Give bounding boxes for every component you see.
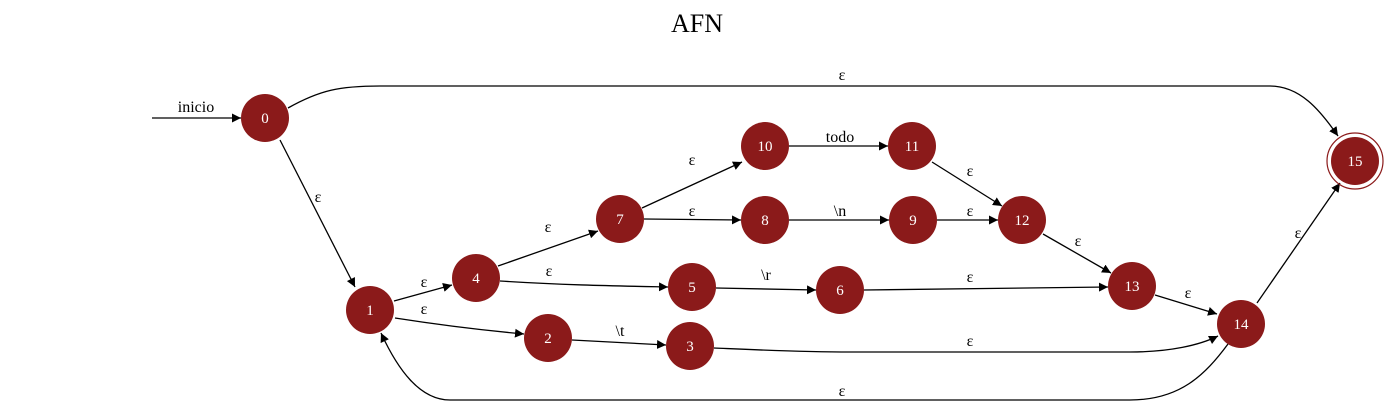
state-10: 10: [741, 122, 789, 170]
state-1: 1: [346, 286, 394, 334]
state-8: 8: [741, 196, 789, 244]
transition-label: ε: [315, 189, 322, 206]
transition-label: ε: [689, 203, 696, 220]
state-5: 5: [668, 263, 716, 311]
state-label: 1: [366, 303, 374, 319]
transition-14-to-15: [1256, 182, 1341, 304]
state-label: 4: [472, 271, 480, 287]
state-circle: [889, 196, 937, 244]
transition-1-to-4: [393, 283, 453, 302]
state-circle: [998, 196, 1046, 244]
state-circle: [741, 122, 789, 170]
state-11: 11: [888, 122, 936, 170]
state-label: 2: [544, 331, 552, 347]
transition-13-to-14: [1154, 294, 1218, 316]
state-circle: [1108, 262, 1156, 310]
state-label: 8: [761, 213, 769, 229]
transition-7-to-8: [643, 215, 742, 225]
state-label: 6: [836, 283, 844, 299]
transition-label: ε: [1185, 285, 1192, 302]
transition-label: ε: [1295, 225, 1302, 242]
transition-3-to-14: [713, 335, 1219, 353]
transition-label: ε: [839, 383, 846, 400]
state-label: 11: [905, 139, 919, 155]
transition-label: ε: [967, 333, 974, 350]
state-circle: [741, 196, 789, 244]
diagram-title: AFN: [671, 9, 723, 38]
accepting-ring: [1326, 132, 1384, 190]
state-9: 9: [889, 196, 937, 244]
state-circle: [1331, 137, 1379, 185]
state-label: 3: [686, 339, 694, 355]
transition-14-to-1: [380, 332, 1229, 401]
state-label: 14: [1234, 317, 1250, 333]
transition-label: todo: [826, 129, 854, 146]
state-circle: [452, 254, 500, 302]
transition-2-to-3: [571, 339, 667, 350]
transition-1-to-2: [394, 317, 525, 338]
transition-label: ε: [546, 263, 553, 280]
transition-7-to-10: [641, 161, 743, 209]
state-12: 12: [998, 196, 1046, 244]
transition-label: \t: [616, 323, 625, 340]
state-label: 12: [1015, 213, 1030, 229]
transition-4-to-5: [499, 280, 669, 292]
state-6: 6: [816, 266, 864, 314]
transition-label: ε: [839, 67, 846, 84]
state-circle: [888, 122, 936, 170]
transition-6-to-13: [863, 282, 1109, 292]
transition-11-to-12: [931, 161, 1003, 207]
transition-label: ε: [1075, 233, 1082, 250]
state-label: 10: [758, 139, 773, 155]
state-label: 7: [616, 212, 624, 228]
state-label: 0: [261, 111, 269, 127]
transition-0-to-15: [287, 85, 1339, 137]
state-15: 15: [1326, 132, 1384, 190]
state-13: 13: [1108, 262, 1156, 310]
transition-0-to-1: [279, 139, 356, 288]
transition-label: ε: [689, 152, 696, 169]
transition-label: \r: [761, 267, 771, 284]
transition-label: ε: [967, 269, 974, 286]
transition-label: ε: [421, 301, 428, 318]
start-label: inicio: [178, 99, 214, 116]
transition-5-to-6: [715, 285, 817, 295]
state-circle: [241, 94, 289, 142]
state-circle: [668, 263, 716, 311]
transition-label: ε: [421, 274, 428, 291]
state-14: 14: [1217, 300, 1265, 348]
state-label: 5: [688, 280, 696, 296]
transitions: [152, 85, 1341, 401]
state-label: 13: [1125, 279, 1140, 295]
transition-4-to-7: [497, 229, 599, 267]
state-4: 4: [452, 254, 500, 302]
state-circle: [524, 314, 572, 362]
state-2: 2: [524, 314, 572, 362]
state-7: 7: [596, 195, 644, 243]
transition-12-to-13: [1042, 233, 1112, 274]
state-circle: [666, 322, 714, 370]
transition-label: \n: [834, 203, 846, 220]
state-3: 3: [666, 322, 714, 370]
state-0: 0: [241, 94, 289, 142]
state-label: 15: [1348, 154, 1363, 170]
state-label: 9: [909, 213, 917, 229]
state-circle: [346, 286, 394, 334]
state-circle: [596, 195, 644, 243]
state-circle: [816, 266, 864, 314]
state-circle: [1217, 300, 1265, 348]
transition-label: ε: [967, 203, 974, 220]
transition-label: ε: [967, 163, 974, 180]
transition-label: ε: [545, 219, 552, 236]
